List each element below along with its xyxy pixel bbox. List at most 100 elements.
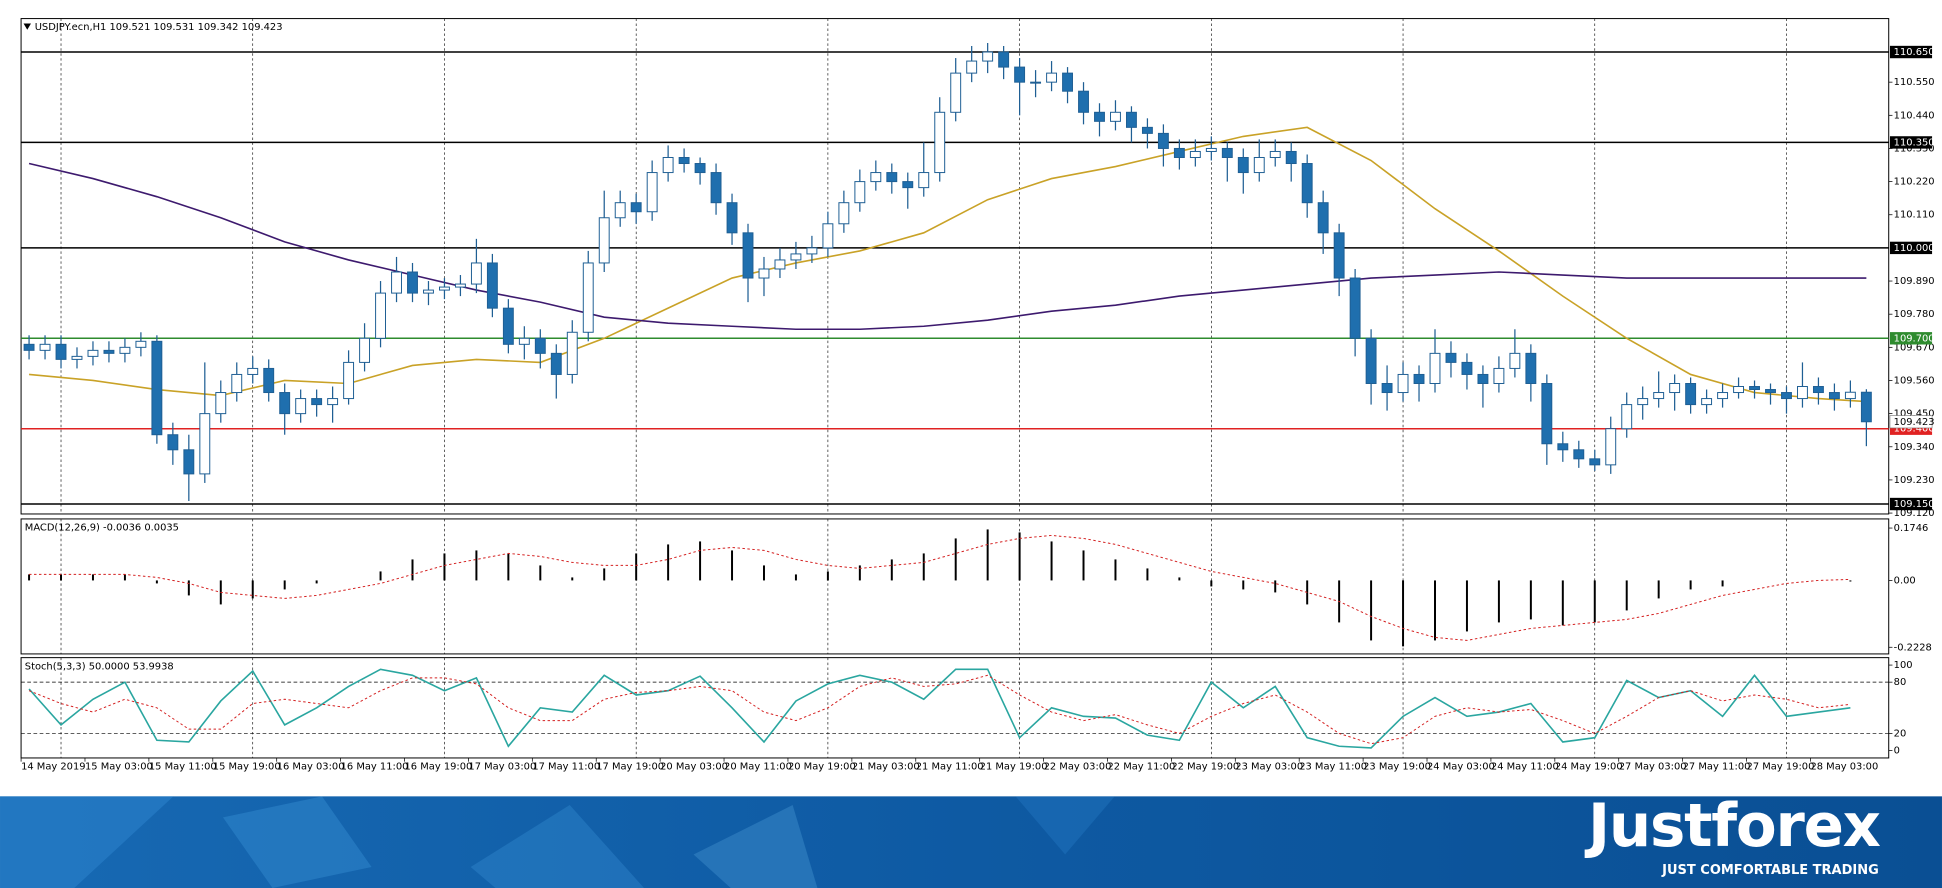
candle-body xyxy=(790,253,802,261)
candle-body xyxy=(311,398,323,406)
candle-body xyxy=(1637,398,1649,406)
x-tick-label: 14 May 2019 xyxy=(21,762,86,773)
candle-body xyxy=(1205,147,1217,152)
candle-body xyxy=(998,51,1010,68)
candle-body xyxy=(726,202,738,234)
banner: Justforex JUST COMFORTABLE TRADING xyxy=(0,792,1942,888)
y-tick-label: 110.330 xyxy=(1894,143,1935,154)
candle-body xyxy=(1269,150,1281,158)
candle-body xyxy=(23,343,35,351)
candle-body xyxy=(966,60,978,74)
level-label-box xyxy=(1889,497,1933,511)
candle-body xyxy=(1557,443,1569,451)
y-tick-label: 0 xyxy=(1894,746,1900,757)
candle-body xyxy=(423,289,434,294)
candle-body xyxy=(359,337,371,363)
x-tick-label: 15 May 03:00 xyxy=(85,762,153,773)
candle-body xyxy=(1365,337,1377,384)
candle-body xyxy=(598,217,610,264)
candle-body xyxy=(1333,232,1345,279)
candle-body xyxy=(982,51,994,62)
candle-body xyxy=(263,367,275,394)
candle-body xyxy=(1014,66,1026,83)
candle-body xyxy=(1828,392,1840,400)
candle-body xyxy=(566,331,578,375)
x-tick-label: 17 May 11:00 xyxy=(532,762,600,773)
level-label: 109.150 xyxy=(1894,499,1935,510)
level-label: 110.000 xyxy=(1894,243,1935,254)
candle-body xyxy=(87,349,99,357)
x-tick-label: 27 May 11:00 xyxy=(1683,762,1751,773)
level-label-box xyxy=(1889,136,1933,149)
candle-body xyxy=(135,340,147,348)
candle-body xyxy=(1621,404,1633,430)
candle-body xyxy=(502,307,514,345)
candle-body xyxy=(470,262,482,285)
y-tick-label: -0.2228 xyxy=(1894,642,1932,653)
candle-body xyxy=(71,355,83,360)
candle-body xyxy=(295,398,307,415)
x-tick-label: 16 May 11:00 xyxy=(341,762,409,773)
y-tick-label: 100 xyxy=(1894,660,1913,671)
y-tick-label: 110.440 xyxy=(1894,110,1935,121)
candle-body xyxy=(550,352,562,375)
candle-body xyxy=(1125,111,1137,128)
tagline: JUST COMFORTABLE TRADING xyxy=(1661,863,1879,878)
candle-body xyxy=(1429,352,1441,384)
y-tick-label: 109.450 xyxy=(1894,409,1935,420)
x-tick-label: 21 May 11:00 xyxy=(916,762,984,773)
candle-body xyxy=(1301,163,1313,204)
candle-body xyxy=(1141,126,1153,134)
x-tick-label: 28 May 03:00 xyxy=(1810,762,1878,773)
y-tick-label: 109.340 xyxy=(1894,442,1935,453)
level-label: 110.350 xyxy=(1894,137,1935,148)
y-tick-label: 109.560 xyxy=(1894,375,1935,386)
candle-body xyxy=(1509,352,1521,369)
candle-body xyxy=(1413,373,1425,384)
panel-frame xyxy=(20,657,1890,759)
candle-body xyxy=(918,172,930,189)
indicator-line xyxy=(28,126,1867,403)
candle-body xyxy=(1749,386,1760,391)
candle-body xyxy=(1461,361,1473,375)
x-tick-label: 16 May 03:00 xyxy=(277,762,345,773)
candle-body xyxy=(662,156,674,174)
candle-body xyxy=(1781,392,1792,400)
candle-body xyxy=(742,232,754,279)
candle-body xyxy=(1094,111,1105,122)
candle-body xyxy=(1717,392,1729,400)
candle-body xyxy=(886,172,898,183)
x-tick-label: 24 May 03:00 xyxy=(1427,762,1495,773)
candle-body xyxy=(1078,90,1089,113)
candle-body xyxy=(614,202,626,219)
level-label-box xyxy=(1889,45,1933,59)
candle-body xyxy=(934,111,946,174)
candle-body xyxy=(1685,383,1697,406)
level-label: 109.700 xyxy=(1894,333,1935,344)
banner-shape xyxy=(222,796,372,888)
candle-body xyxy=(1030,81,1042,84)
x-tick-label: 23 May 11:00 xyxy=(1299,762,1367,773)
banner-shape xyxy=(470,805,645,888)
level-label: 110.650 xyxy=(1894,47,1935,58)
candle-body xyxy=(518,337,530,345)
candle-body xyxy=(247,367,259,375)
candle-body xyxy=(1189,150,1201,158)
candle-body xyxy=(215,392,227,415)
x-tick-label: 20 May 19:00 xyxy=(788,762,856,773)
banner-shape xyxy=(693,805,818,888)
candle-body xyxy=(1844,391,1856,400)
candle-body xyxy=(534,337,546,354)
candle-body xyxy=(486,262,498,309)
candle-body xyxy=(774,259,786,270)
level-label-box xyxy=(1889,241,1933,255)
candle-body xyxy=(710,172,722,204)
candle-body xyxy=(1221,147,1233,158)
candle-body xyxy=(1653,392,1665,400)
y-tick-label: 80 xyxy=(1894,677,1907,688)
y-tick-label: 20 xyxy=(1894,728,1907,739)
current-price-box xyxy=(1889,415,1933,429)
candle-body xyxy=(1253,156,1265,174)
indicator-line xyxy=(28,674,1851,745)
